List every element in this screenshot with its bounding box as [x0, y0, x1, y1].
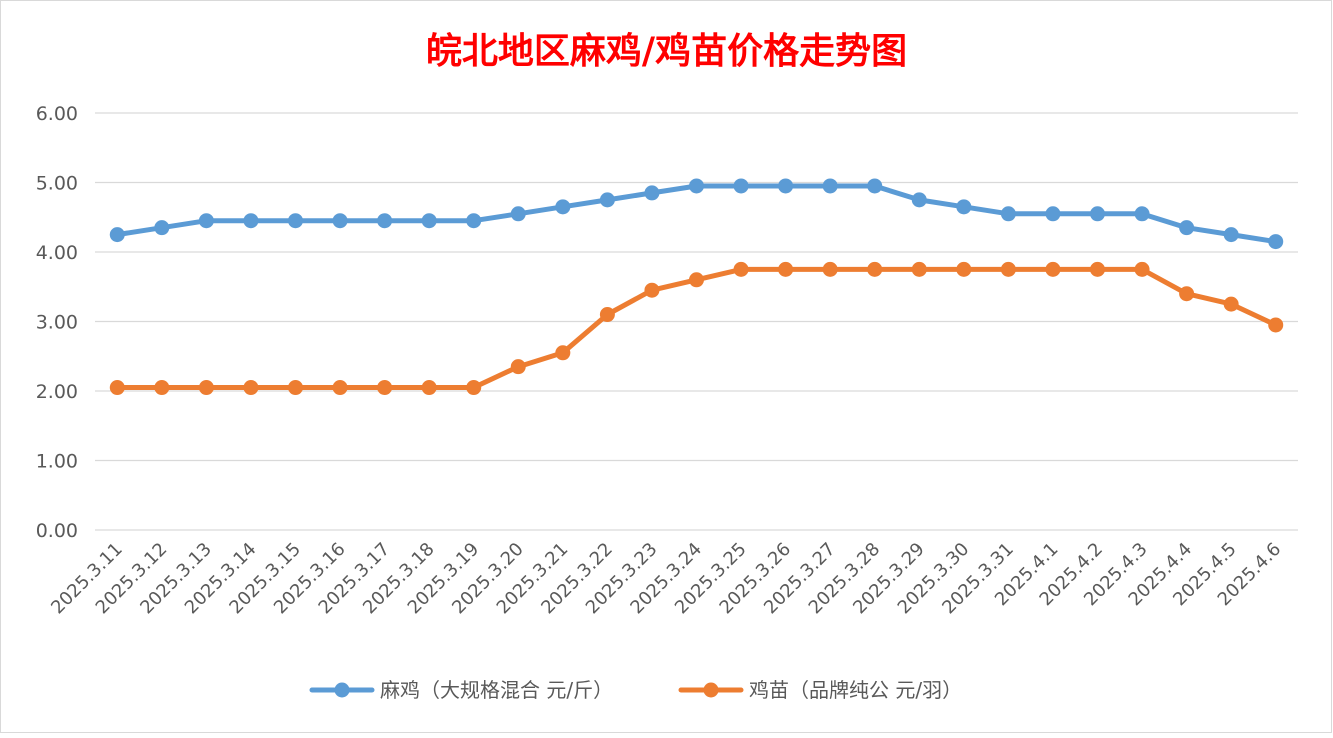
- y-tick-label: 4.00: [36, 242, 78, 264]
- data-point: [154, 220, 170, 236]
- data-point: [1134, 261, 1150, 277]
- data-point: [555, 199, 571, 215]
- y-tick-label: 6.00: [36, 103, 78, 125]
- data-point: [466, 213, 482, 229]
- data-point: [332, 380, 348, 396]
- data-point: [911, 192, 927, 208]
- data-point: [1268, 317, 1284, 333]
- data-point: [1268, 234, 1284, 250]
- data-point: [822, 178, 838, 194]
- data-point: [109, 227, 125, 243]
- data-point: [1000, 206, 1016, 222]
- data-point: [822, 261, 838, 277]
- data-point: [466, 380, 482, 396]
- y-tick-label: 2.00: [36, 381, 78, 403]
- data-point: [1090, 206, 1105, 222]
- data-point: [510, 359, 526, 375]
- data-point: [733, 261, 749, 277]
- data-point: [243, 213, 259, 229]
- data-point: [1090, 261, 1105, 277]
- data-point: [733, 178, 749, 194]
- data-point: [1179, 286, 1195, 302]
- data-point: [956, 199, 972, 215]
- y-tick-label: 1.00: [36, 451, 78, 473]
- data-point: [599, 307, 615, 323]
- y-tick-label: 5.00: [36, 173, 78, 195]
- legend-label: 麻鸡（大规格混合 元/斤）: [380, 678, 613, 702]
- data-point: [243, 380, 259, 396]
- data-point: [778, 178, 794, 194]
- y-tick-label: 3.00: [36, 312, 78, 334]
- data-point: [1134, 206, 1150, 222]
- data-point: [198, 380, 214, 396]
- data-point: [1223, 227, 1239, 243]
- data-point: [778, 261, 794, 277]
- data-point: [689, 272, 704, 288]
- data-point: [644, 185, 660, 201]
- data-point: [1000, 261, 1016, 277]
- data-point: [644, 282, 660, 298]
- data-point: [956, 261, 972, 277]
- data-point: [109, 380, 125, 396]
- data-point: [911, 261, 927, 277]
- data-point: [1223, 296, 1239, 312]
- data-point: [154, 380, 170, 396]
- data-point: [555, 345, 571, 361]
- data-point: [867, 261, 883, 277]
- legend-label: 鸡苗（品牌纯公 元/羽）: [749, 678, 962, 702]
- legend-swatch-marker: [334, 682, 350, 698]
- data-point: [1045, 261, 1061, 277]
- data-point: [867, 178, 883, 194]
- data-point: [510, 206, 526, 222]
- data-point: [377, 380, 393, 396]
- legend-swatch-marker: [703, 682, 719, 698]
- chart-title: 皖北地区麻鸡/鸡苗价格走势图: [425, 30, 908, 72]
- data-point: [421, 213, 437, 229]
- data-point: [1045, 206, 1061, 222]
- data-point: [288, 380, 303, 396]
- data-point: [198, 213, 214, 229]
- data-point: [288, 213, 303, 229]
- data-point: [377, 213, 393, 229]
- data-point: [1179, 220, 1195, 236]
- data-point: [332, 213, 348, 229]
- data-point: [689, 178, 704, 194]
- y-tick-label: 0.00: [36, 520, 78, 542]
- data-point: [421, 380, 437, 396]
- data-point: [599, 192, 615, 208]
